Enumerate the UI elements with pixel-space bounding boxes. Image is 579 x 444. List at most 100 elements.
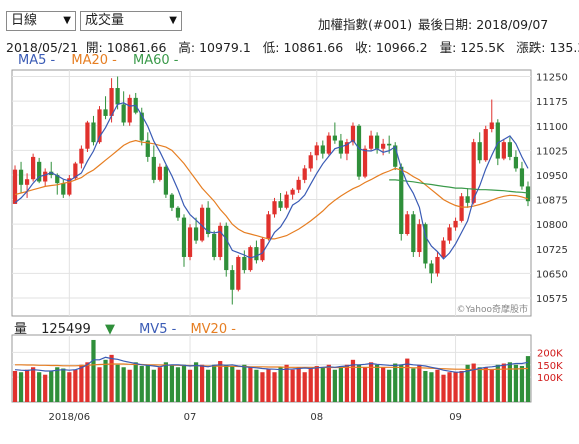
volume-bar [501, 363, 506, 402]
info-low: 低: 10861.66 [263, 40, 347, 55]
price-plot-frame [11, 69, 532, 317]
info-high-value: 10979.1 [199, 40, 251, 55]
candle-body [483, 129, 488, 161]
x-tick-label: 07 [184, 412, 197, 423]
candle-body [290, 189, 295, 195]
candle-body [399, 166, 404, 234]
volume-bar [79, 364, 84, 402]
candle-body [435, 256, 440, 274]
candle-body [145, 140, 150, 157]
price-tick-label: 10950 [536, 171, 568, 182]
volume-bar [97, 367, 102, 402]
candle-body [465, 196, 470, 203]
candle-body [97, 109, 102, 143]
ma5-line [14, 102, 529, 260]
indicator-select[interactable]: 成交量 ▼ [80, 11, 182, 31]
price-tick-label: 11025 [536, 146, 568, 157]
candle-body [423, 224, 428, 264]
volume-bar [399, 364, 404, 402]
info-date: 2018/05/21 [6, 40, 79, 55]
candle-body [405, 214, 410, 234]
volume-bar [290, 369, 295, 402]
candle-body [91, 122, 96, 143]
volume-bar [350, 359, 356, 402]
candle-body [206, 207, 211, 234]
volume-bar [441, 374, 446, 402]
candle-body [513, 156, 519, 169]
ma60-line [389, 179, 529, 194]
period-select[interactable]: 日線 ▼ [6, 11, 76, 31]
volume-bar [411, 368, 416, 402]
volume-bar [212, 364, 217, 402]
candle-body [393, 145, 398, 167]
volume-bar [272, 372, 277, 402]
candle-body [224, 225, 229, 271]
candle-body [374, 135, 380, 149]
price-tick-label: 11250 [536, 73, 568, 84]
watermark: ©Yahoo奇摩股市 [457, 303, 529, 315]
candle-body [254, 247, 259, 261]
volume-bar [381, 367, 386, 402]
volume-bar [242, 364, 247, 402]
candle-body [187, 227, 193, 257]
volume-bar [435, 369, 440, 402]
x-tick-label: 08 [310, 412, 323, 423]
candle-body [320, 145, 325, 154]
candle-body [453, 220, 458, 228]
volume-bar [181, 364, 187, 402]
volume-bar [24, 369, 30, 402]
info-low-value: 10861.66 [283, 40, 344, 55]
volume-bar [459, 370, 464, 402]
volume-legend: 量 125499 ▼ MV5 - MV20 - [14, 318, 246, 337]
volume-bar [362, 367, 368, 402]
candle-body [272, 201, 277, 215]
candle-body [12, 169, 18, 204]
candle-body [332, 135, 337, 141]
candle-body [193, 227, 199, 241]
candle-body [387, 143, 392, 146]
volume-bar [199, 364, 205, 402]
volume-bar [109, 354, 114, 402]
candle-body [85, 122, 90, 149]
volume-bar [37, 372, 42, 402]
info-change-value: 135.36 [549, 40, 579, 55]
volume-bar [169, 364, 175, 402]
info-open: 開: 10861.66 [86, 40, 170, 55]
candle-body [296, 179, 301, 190]
volume-bar [73, 369, 78, 402]
x-tick-label: 2018/06 [49, 412, 91, 423]
candle-body [236, 256, 241, 290]
candle-body [356, 125, 362, 177]
candle-body [308, 155, 313, 169]
volume-bar [495, 364, 500, 402]
index-title: 加權指數(#001) [318, 17, 413, 32]
candle-body [55, 174, 60, 184]
candle-body [31, 156, 36, 180]
volume-bar [344, 364, 350, 402]
volume-bar [121, 367, 126, 402]
volume-bar [133, 362, 138, 402]
price-tick-label: 10725 [536, 245, 568, 256]
candle-body [314, 145, 319, 156]
info-change-label: 漲跌: [516, 40, 546, 55]
info-high-label: 高: [178, 40, 196, 55]
volume-bar [374, 364, 380, 402]
volume-bar [236, 369, 241, 402]
volume-tick-label: 150K [537, 361, 563, 372]
volume-tick-label: 200K [537, 348, 563, 359]
last-date: 最後日期: 2018/09/07 [418, 14, 548, 33]
volume-bar [49, 370, 54, 402]
volume-bar [61, 368, 66, 402]
volume-bar [163, 362, 169, 402]
info-close-value: 10966.2 [375, 40, 428, 55]
volume-bar [356, 364, 362, 402]
volume-bar [224, 364, 229, 402]
volume-bar [193, 362, 199, 402]
volume-bar [338, 366, 344, 402]
volume-bar [43, 374, 48, 402]
volume-plot-frame [11, 334, 532, 403]
candle-body [459, 196, 464, 221]
quote-info-line: 2018/05/21 開: 10861.66 高: 10979.1 低: 10861.… [6, 37, 579, 56]
volume-bar [218, 361, 223, 402]
info-volume-label: 量: [439, 40, 457, 55]
